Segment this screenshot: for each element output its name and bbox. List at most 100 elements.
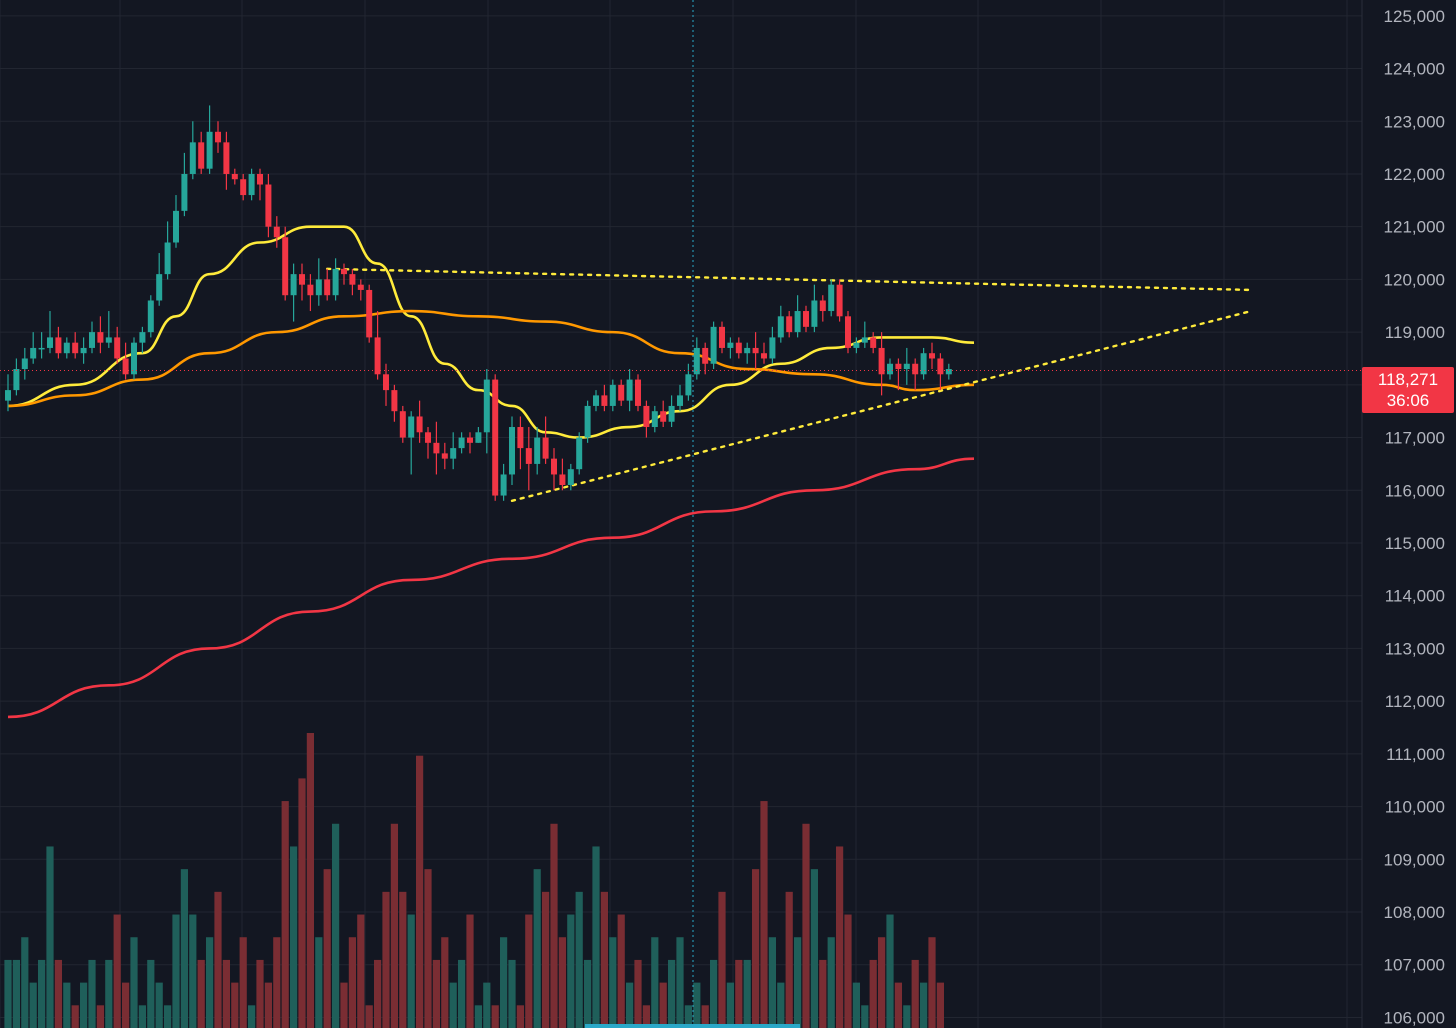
volume-bar	[735, 959, 743, 1028]
volume-bar	[206, 937, 214, 1028]
volume-bar	[281, 801, 289, 1028]
volume-bar	[558, 937, 566, 1028]
candle-body	[189, 142, 196, 174]
price-tick-label: 109,000	[1384, 850, 1445, 869]
volume-bar	[416, 755, 424, 1028]
volume-bar	[46, 846, 54, 1028]
candle-body	[324, 279, 331, 296]
price-axis[interactable]: 125,000 124,000 123,000 122,000 121,000 120,0…	[1384, 7, 1445, 1028]
candle-body	[307, 284, 314, 296]
volume-bar	[214, 891, 222, 1028]
volume-bar	[374, 959, 382, 1028]
candle-body	[282, 237, 289, 296]
candle-body	[567, 469, 574, 486]
candle-body	[551, 458, 557, 475]
volume-bar	[172, 914, 180, 1028]
candle-body	[929, 353, 935, 359]
price-tick-label: 121,000	[1384, 218, 1445, 237]
volume-bar	[592, 846, 600, 1028]
volume-bar	[768, 937, 776, 1028]
volume-bar	[626, 982, 634, 1028]
volume-bar	[332, 823, 340, 1028]
volume-bar	[432, 959, 440, 1028]
price-tick-label: 114,000	[1385, 587, 1445, 606]
candle-body	[752, 347, 759, 354]
candle-body	[710, 326, 717, 364]
volume-bar	[676, 937, 684, 1028]
candles	[5, 105, 952, 501]
candle-body	[660, 411, 667, 422]
candle-body	[467, 437, 473, 443]
volume-bar	[609, 937, 617, 1028]
candle-body	[248, 173, 255, 196]
candle-body	[945, 369, 952, 375]
volume-bar	[567, 914, 575, 1028]
volume-bar	[399, 891, 407, 1028]
trendlines	[326, 267, 1253, 503]
volume-bar	[861, 1005, 869, 1028]
volume-bar	[642, 1005, 650, 1028]
moving-averages	[7, 225, 975, 719]
candle-body	[30, 347, 37, 359]
volume-bar	[315, 937, 323, 1028]
candle-body	[777, 316, 784, 338]
volume-bar	[516, 1005, 524, 1028]
candle-body	[895, 363, 902, 370]
candle-body	[576, 437, 583, 470]
volume-bar	[752, 869, 760, 1028]
grid	[0, 0, 1362, 1028]
candle-body	[206, 131, 213, 169]
candle-body	[458, 437, 465, 449]
volume-bar	[668, 959, 676, 1028]
candle-body	[80, 347, 87, 354]
trendline-1	[510, 309, 1253, 503]
candle-body	[500, 474, 507, 496]
candle-body	[273, 226, 280, 238]
volume-bar	[264, 982, 272, 1028]
volume-bar	[894, 982, 902, 1028]
candle-body	[635, 379, 641, 406]
volume-bar	[180, 869, 188, 1028]
volume-bar	[794, 937, 802, 1028]
candle-body	[836, 284, 843, 317]
volume-bar	[634, 959, 642, 1028]
volume-bar	[920, 982, 928, 1028]
candle-body	[903, 363, 910, 370]
candle-body	[517, 427, 524, 449]
volume-bar	[584, 959, 592, 1028]
candle-body	[651, 411, 658, 428]
candle-body	[383, 374, 389, 391]
candle-body	[341, 268, 347, 275]
candle-body	[870, 337, 877, 348]
volume-bar	[542, 891, 550, 1028]
volume-bar	[290, 846, 298, 1028]
volume-bar	[525, 914, 533, 1028]
volume-bar	[138, 1005, 146, 1028]
candle-body	[122, 358, 129, 375]
volume-bar	[550, 823, 558, 1028]
candle-body	[408, 416, 415, 438]
candle-body	[483, 379, 490, 433]
volume-bar	[231, 982, 239, 1028]
candle-body	[584, 405, 591, 438]
volume-bar	[4, 959, 12, 1028]
candle-body	[299, 274, 305, 285]
candle-body	[5, 390, 11, 401]
price-tick-label: 119,000	[1385, 323, 1445, 342]
candle-body	[693, 347, 700, 375]
candle-body	[719, 326, 725, 348]
price-tick-label: 107,000	[1384, 956, 1445, 975]
volume-bar	[903, 1005, 911, 1028]
candle-body	[677, 395, 683, 406]
candle-body	[349, 274, 356, 285]
candle-body	[257, 173, 263, 185]
volume-bar	[256, 959, 264, 1028]
price-tick-label: 110,000	[1385, 798, 1445, 817]
candle-body	[72, 342, 79, 354]
candle-body	[13, 369, 20, 391]
candle-body	[55, 337, 62, 354]
candle-body	[912, 363, 919, 375]
price-tick-label: 108,000	[1384, 903, 1445, 922]
volume-bar	[63, 982, 71, 1028]
